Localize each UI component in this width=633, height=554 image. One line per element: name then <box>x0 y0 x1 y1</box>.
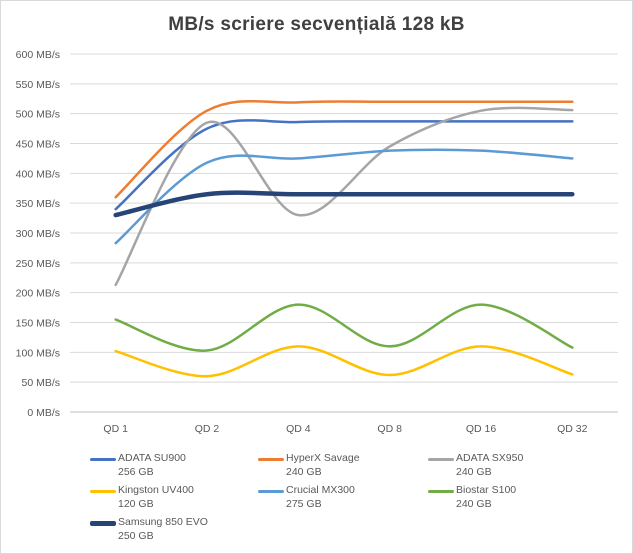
series-line-adata-sx950 <box>114 106 574 287</box>
x-tick-label: QD 4 <box>286 423 311 435</box>
x-tick-label: QD 1 <box>103 423 128 435</box>
y-tick-label: 100 MB/s <box>16 347 60 359</box>
y-tick-label: 600 MB/s <box>16 49 60 61</box>
y-tick-label: 350 MB/s <box>16 198 60 210</box>
y-tick-label: 50 MB/s <box>21 377 60 389</box>
y-tick-label: 450 MB/s <box>16 139 60 151</box>
series-line-samsung-850-evo <box>113 190 575 218</box>
x-tick-label: QD 8 <box>377 423 402 435</box>
y-tick-label: 400 MB/s <box>16 168 60 180</box>
y-tick-label: 0 MB/s <box>27 407 60 419</box>
y-tick-label: 200 MB/s <box>16 288 60 300</box>
y-tick-label: 550 MB/s <box>16 79 60 91</box>
x-tick-label: QD 16 <box>466 423 497 435</box>
y-tick-label: 150 MB/s <box>16 318 60 330</box>
series-line-kingston-uv400 <box>114 345 574 378</box>
series-line-biostar-s100 <box>114 303 574 352</box>
x-tick-label: QD 2 <box>195 423 220 435</box>
x-tick-label: QD 32 <box>557 423 588 435</box>
y-tick-label: 300 MB/s <box>16 228 60 240</box>
series-line-hyperx-savage <box>114 99 574 199</box>
y-tick-label: 250 MB/s <box>16 258 60 270</box>
y-tick-label: 500 MB/s <box>16 109 60 121</box>
series-line-crucial-mx300 <box>114 148 574 245</box>
chart-title: MB/s scriere secvențială 128 kB <box>168 14 465 35</box>
